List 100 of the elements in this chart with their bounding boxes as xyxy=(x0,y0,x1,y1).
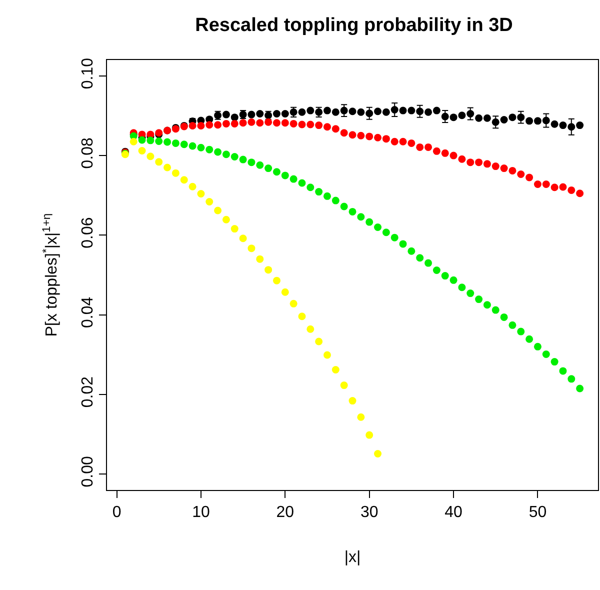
point xyxy=(272,110,280,118)
x-tick-label: 40 xyxy=(444,504,463,522)
point xyxy=(408,247,416,255)
y-tick-label: 0.06 xyxy=(80,217,97,248)
point xyxy=(164,138,172,146)
point xyxy=(197,122,205,130)
point xyxy=(188,122,196,130)
point xyxy=(272,119,280,127)
x-tick-label: 20 xyxy=(276,504,294,522)
point xyxy=(458,112,466,120)
point xyxy=(408,106,416,114)
point xyxy=(534,342,542,350)
point xyxy=(374,134,382,142)
point xyxy=(298,108,306,116)
point xyxy=(526,335,534,343)
point xyxy=(348,131,356,139)
point xyxy=(323,106,331,114)
point xyxy=(248,244,256,252)
point xyxy=(332,125,340,133)
point xyxy=(432,106,440,114)
point xyxy=(146,136,154,144)
point xyxy=(458,284,466,292)
point xyxy=(500,313,508,321)
point xyxy=(424,108,432,116)
point xyxy=(256,161,264,169)
point xyxy=(332,196,340,204)
point xyxy=(323,351,331,359)
point xyxy=(256,119,264,127)
point xyxy=(576,122,584,130)
point xyxy=(550,184,558,192)
point xyxy=(550,120,558,128)
point xyxy=(281,119,289,127)
point xyxy=(424,143,432,151)
point xyxy=(466,110,474,118)
point xyxy=(357,413,365,421)
point xyxy=(559,367,567,375)
point xyxy=(248,110,256,118)
point xyxy=(256,255,264,263)
point xyxy=(416,108,424,116)
point xyxy=(508,114,516,122)
point xyxy=(492,162,500,170)
point xyxy=(399,240,407,248)
point xyxy=(130,138,138,146)
point xyxy=(248,118,256,126)
point xyxy=(239,156,247,164)
y-tick-label: 0.04 xyxy=(80,296,97,328)
point xyxy=(214,121,222,129)
point xyxy=(517,170,525,178)
point xyxy=(559,183,567,191)
point xyxy=(332,366,340,374)
point xyxy=(357,108,365,116)
point xyxy=(483,301,491,309)
point xyxy=(172,169,180,177)
point xyxy=(450,152,458,160)
point xyxy=(239,119,247,127)
point xyxy=(340,202,348,210)
point xyxy=(424,259,432,267)
point xyxy=(500,164,508,172)
point xyxy=(374,108,382,116)
x-tick-label: 30 xyxy=(360,504,378,522)
point xyxy=(568,186,576,194)
point xyxy=(315,122,323,130)
point xyxy=(466,290,474,298)
point xyxy=(526,117,534,125)
point xyxy=(214,148,222,156)
point xyxy=(542,350,550,358)
point xyxy=(298,120,306,128)
point xyxy=(432,147,440,155)
point xyxy=(264,118,272,126)
y-tick-label: 0.00 xyxy=(80,456,97,488)
point xyxy=(332,108,340,116)
point xyxy=(348,108,356,116)
point xyxy=(315,188,323,196)
point xyxy=(576,384,584,392)
point xyxy=(534,117,542,125)
point xyxy=(475,114,483,122)
point xyxy=(466,158,474,166)
point xyxy=(290,300,298,308)
point xyxy=(416,143,424,151)
point xyxy=(390,106,398,114)
point xyxy=(382,135,390,143)
point xyxy=(323,123,331,131)
point xyxy=(517,328,525,336)
point xyxy=(366,132,374,140)
point xyxy=(222,150,230,158)
point xyxy=(155,158,163,166)
point xyxy=(264,266,272,274)
point xyxy=(281,288,289,296)
point xyxy=(298,179,306,187)
point xyxy=(382,228,390,236)
point xyxy=(568,123,576,131)
point xyxy=(508,321,516,329)
point xyxy=(526,174,534,182)
point xyxy=(214,206,222,214)
point xyxy=(222,120,230,128)
point xyxy=(172,139,180,147)
point xyxy=(155,137,163,145)
point xyxy=(508,166,516,174)
point xyxy=(222,110,230,118)
point xyxy=(348,208,356,216)
